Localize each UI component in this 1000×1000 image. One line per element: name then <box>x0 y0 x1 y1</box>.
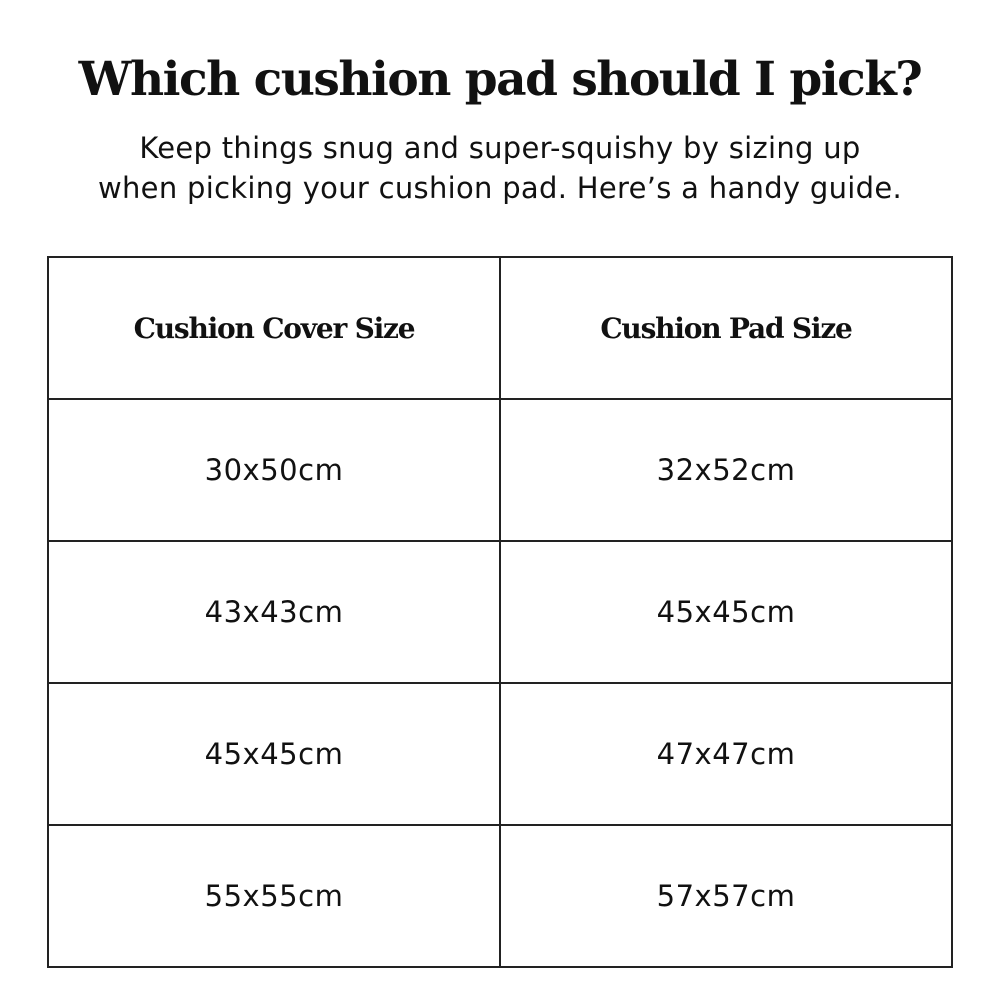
table-row: 45x45cm 47x47cm <box>47 682 953 826</box>
cover-size-cell: 55x55cm <box>47 824 501 968</box>
table-header-row: Cushion Cover Size Cushion Pad Size <box>47 256 953 400</box>
page-title: Which cushion pad should I pick? <box>78 52 923 107</box>
table-row: 43x43cm 45x45cm <box>47 540 953 684</box>
subtitle-line: when picking your cushion pad. Here’s a … <box>97 171 902 205</box>
table-row: 30x50cm 32x52cm <box>47 398 953 542</box>
pad-size-cell: 47x47cm <box>499 682 953 826</box>
pad-size-cell: 45x45cm <box>499 540 953 684</box>
subtitle-line: Keep things snug and super-squishy by si… <box>139 131 861 165</box>
page-subtitle: Keep things snug and super-squishy by si… <box>0 128 1000 208</box>
table-row: 55x55cm 57x57cm <box>47 824 953 968</box>
cover-size-cell: 30x50cm <box>47 398 501 542</box>
size-guide-table: Cushion Cover Size Cushion Pad Size 30x5… <box>47 256 953 968</box>
cover-size-cell: 43x43cm <box>47 540 501 684</box>
column-header-pad-size: Cushion Pad Size <box>499 256 953 400</box>
pad-size-cell: 57x57cm <box>499 824 953 968</box>
column-header-cover-size: Cushion Cover Size <box>47 256 501 400</box>
cover-size-cell: 45x45cm <box>47 682 501 826</box>
pad-size-cell: 32x52cm <box>499 398 953 542</box>
